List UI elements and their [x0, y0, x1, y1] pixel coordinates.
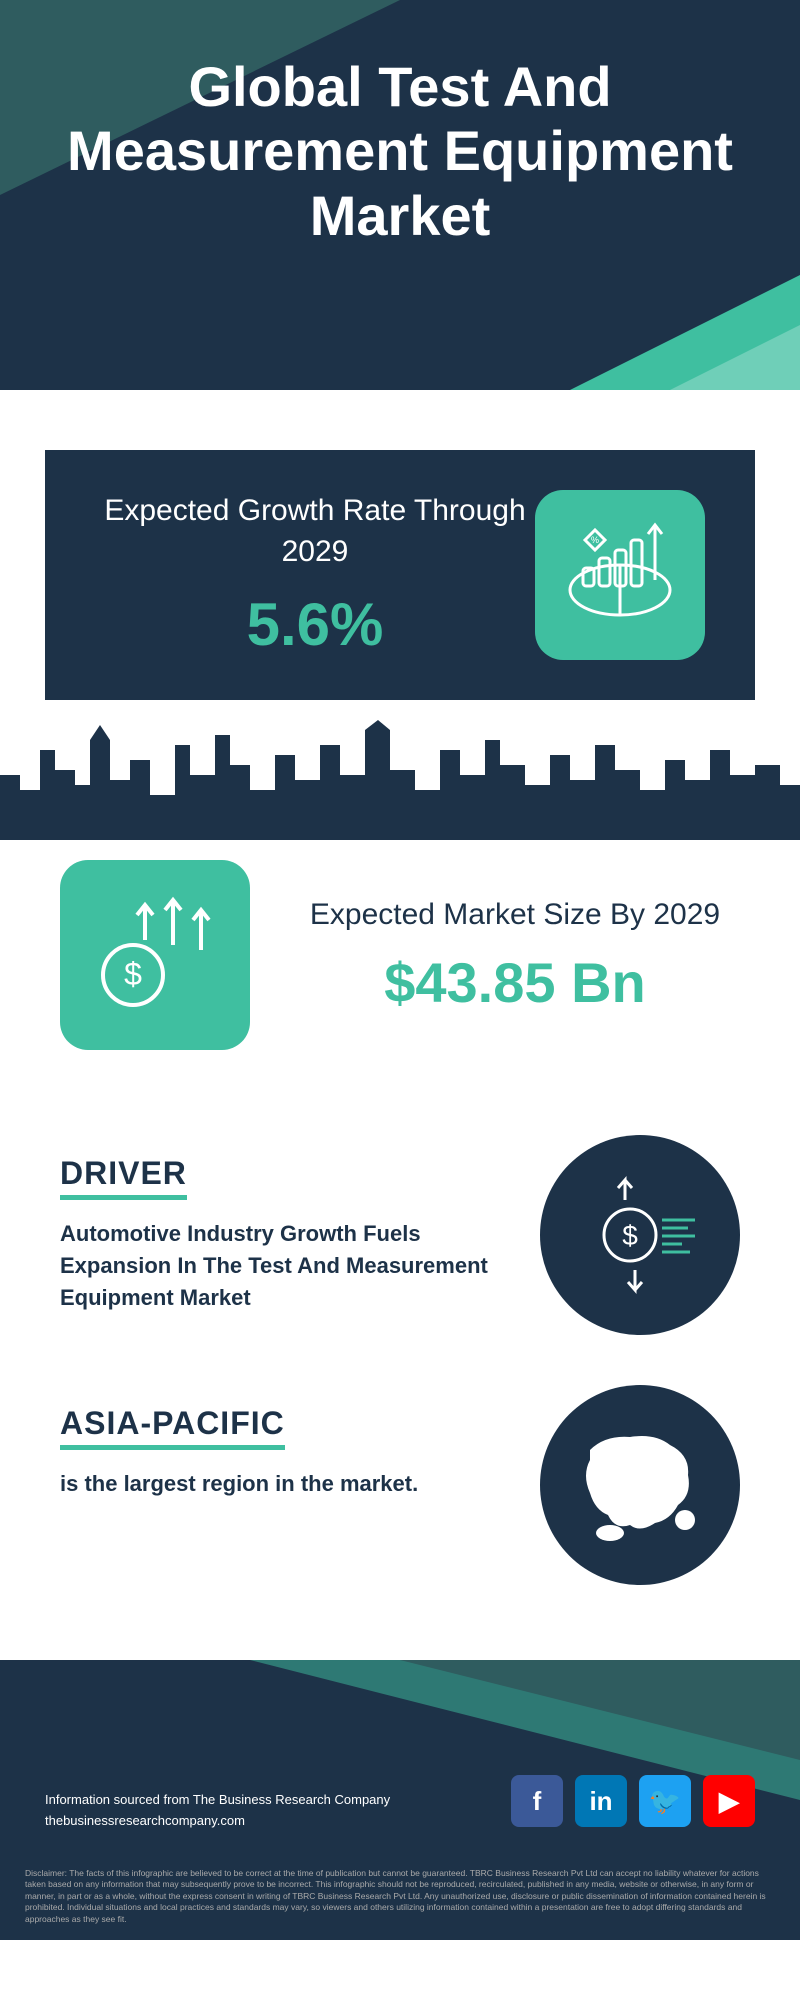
growth-label: Expected Growth Rate Through 2029: [95, 491, 535, 572]
footer-triangle-teal: [400, 1660, 800, 1760]
source-line2: thebusinessresearchcompany.com: [45, 1811, 390, 1832]
twitter-icon[interactable]: 🐦: [639, 1775, 691, 1827]
driver-heading: DRIVER: [60, 1155, 187, 1200]
svg-text:%: %: [591, 535, 599, 545]
social-links: f in 🐦 ▶: [511, 1775, 755, 1827]
region-heading: ASIA-PACIFIC: [60, 1405, 285, 1450]
facebook-icon[interactable]: f: [511, 1775, 563, 1827]
region-text: ASIA-PACIFIC is the largest region in th…: [60, 1385, 500, 1500]
market-card: $ Expected Market Size By 2029 $43.85 Bn: [0, 840, 800, 1110]
region-body: is the largest region in the market.: [60, 1468, 500, 1500]
source-line1: Information sourced from The Business Re…: [45, 1790, 390, 1811]
svg-text:$: $: [124, 956, 142, 992]
youtube-icon[interactable]: ▶: [703, 1775, 755, 1827]
driver-exchange-icon: $: [540, 1135, 740, 1335]
driver-text: DRIVER Automotive Industry Growth Fuels …: [60, 1135, 500, 1314]
driver-row: DRIVER Automotive Industry Growth Fuels …: [0, 1110, 800, 1360]
growth-chart-icon: %: [535, 490, 705, 660]
market-dollar-icon: $: [60, 860, 250, 1050]
growth-text: Expected Growth Rate Through 2029 5.6%: [95, 491, 535, 659]
footer-section: Information sourced from The Business Re…: [0, 1660, 800, 1940]
growth-value: 5.6%: [95, 590, 535, 659]
skyline-decoration: [0, 720, 800, 840]
driver-body: Automotive Industry Growth Fuels Expansi…: [60, 1218, 500, 1314]
page-title: Global Test And Measurement Equipment Ma…: [0, 55, 800, 248]
svg-text:$: $: [622, 1220, 638, 1251]
infographic: Global Test And Measurement Equipment Ma…: [0, 0, 800, 1940]
hero-section: Global Test And Measurement Equipment Ma…: [0, 0, 800, 390]
market-value: $43.85 Bn: [290, 950, 740, 1015]
region-row: ASIA-PACIFIC is the largest region in th…: [0, 1360, 800, 1610]
region-map-icon: [540, 1385, 740, 1585]
hero-triangle-light: [670, 325, 800, 390]
disclaimer-text: Disclaimer: The facts of this infographi…: [25, 1868, 775, 1925]
market-text: Expected Market Size By 2029 $43.85 Bn: [290, 895, 740, 1016]
linkedin-icon[interactable]: in: [575, 1775, 627, 1827]
market-label: Expected Market Size By 2029: [290, 895, 740, 936]
source-text: Information sourced from The Business Re…: [45, 1790, 390, 1832]
growth-card: Expected Growth Rate Through 2029 5.6% %: [45, 450, 755, 700]
